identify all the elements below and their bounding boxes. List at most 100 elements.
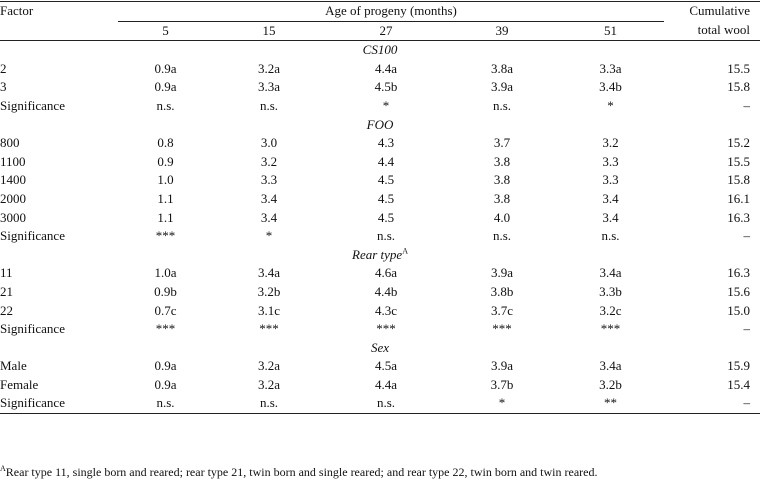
table-row: 800 0.8 3.0 4.3 3.7 3.2 15.2	[0, 134, 760, 153]
age-header-39: 39	[447, 21, 557, 42]
age-group-header: Age of progeny (months)	[118, 2, 664, 22]
table-row: Significance n.s. n.s. * n.s. * –	[0, 97, 760, 116]
row-cumulative: 15.5	[727, 60, 750, 76]
row-factor: 3	[0, 79, 7, 95]
row-cumulative: 15.6	[727, 283, 750, 299]
row-factor: 21	[0, 283, 13, 299]
section-title-text: CS100	[362, 42, 398, 58]
row-factor: 800	[0, 135, 20, 151]
row-factor: 3000	[0, 209, 26, 225]
row-value: n.s.	[601, 228, 620, 244]
row-value: 3.0	[260, 135, 278, 151]
section-title-text: Rear type	[352, 246, 403, 262]
row-value: 3.4a	[599, 358, 622, 374]
age-header-51: 51	[557, 21, 664, 42]
row-value: **	[557, 394, 664, 415]
row-value: ***	[259, 321, 279, 337]
row-value: n.s.	[118, 394, 213, 415]
row-value: 4.5	[377, 209, 395, 225]
section-row: Sex	[0, 339, 760, 358]
row-factor: 1400	[0, 172, 26, 188]
row-factor: 2	[0, 60, 7, 76]
row-value: 4.0	[493, 209, 511, 225]
row-factor: Significance	[0, 97, 65, 113]
row-value: 3.2b	[257, 283, 281, 299]
row-cumulative: 15.9	[727, 358, 750, 374]
section-footnote-marker: A	[402, 246, 408, 256]
table-row: 1100 0.9 3.2 4.4 3.8 3.3 15.5	[0, 153, 760, 172]
row-value: 4.6a	[374, 265, 398, 281]
row-value: ***	[376, 321, 396, 337]
row-value: 4.5a	[374, 358, 398, 374]
row-value: *	[447, 394, 557, 415]
row-cumulative: –	[743, 321, 751, 337]
row-value: n.s.	[325, 394, 447, 415]
row-value: 3.3	[260, 172, 278, 188]
row-value: ***	[155, 321, 176, 337]
footnote-marker: A	[0, 464, 6, 473]
row-cumulative: 15.4	[727, 376, 750, 392]
row-value: 3.4a	[599, 265, 622, 281]
row-value: 3.8b	[490, 283, 514, 299]
row-value: n.s.	[492, 228, 512, 244]
section-title-text: Sex	[370, 339, 390, 355]
row-value: 3.2a	[257, 376, 281, 392]
section-row: CS100	[0, 41, 760, 60]
row-value: 3.8	[493, 190, 511, 206]
row-value: 3.4	[260, 209, 278, 225]
row-value: 4.4a	[374, 60, 398, 76]
row-value: 1.0	[157, 172, 174, 188]
row-value: 3.7c	[490, 302, 514, 318]
row-value: 4.3	[377, 135, 395, 151]
table-row: 11 1.0a 3.4a 4.6a 3.9a 3.4a 16.3	[0, 264, 760, 283]
row-cumulative: 15.0	[727, 302, 750, 318]
row-value: 0.9	[157, 153, 174, 169]
row-value: 3.2a	[257, 358, 281, 374]
row-value: 0.9a	[154, 376, 177, 392]
section-title: CS100	[0, 41, 760, 60]
row-cumulative: 15.5	[727, 153, 750, 169]
row-value: 0.9a	[154, 60, 177, 76]
table-row: 22 0.7c 3.1c 4.3c 3.7c 3.2c 15.0	[0, 302, 760, 321]
section-title: Sex	[0, 339, 760, 358]
row-value: 4.4	[377, 153, 395, 169]
row-value: 3.7	[493, 135, 511, 151]
row-factor: Significance	[0, 228, 65, 244]
row-value: 1.1	[157, 209, 174, 225]
section-title: FOO	[0, 116, 760, 135]
row-value: 0.8	[157, 135, 174, 151]
row-value: 3.3	[602, 172, 619, 188]
row-value: 3.3b	[599, 283, 622, 299]
cumulative-header-line2: total wool	[664, 21, 760, 42]
row-factor: 22	[0, 302, 13, 318]
age-header-27: 27	[325, 21, 447, 42]
section-title: Rear typeA	[0, 246, 760, 265]
table-row: Male 0.9a 3.2a 4.5a 3.9a 3.4a 15.9	[0, 357, 760, 376]
row-value: 3.3	[602, 153, 619, 169]
row-cumulative: 16.3	[727, 265, 750, 281]
row-value: n.s.	[259, 97, 279, 113]
header-row-1: Factor Age of progeny (months) Cumulativ…	[0, 2, 760, 22]
row-value: 3.4a	[257, 265, 281, 281]
row-value: 4.5	[377, 190, 395, 206]
row-value: 3.9a	[490, 358, 514, 374]
row-value: 0.9b	[154, 283, 177, 299]
row-factor: 2000	[0, 190, 26, 206]
row-value: 3.2	[260, 153, 278, 169]
row-value: *	[607, 97, 614, 113]
row-value: 3.4	[602, 209, 619, 225]
row-value: 0.7c	[154, 302, 177, 318]
row-value: n.s.	[213, 394, 325, 415]
table-row: 21 0.9b 3.2b 4.4b 3.8b 3.3b 15.6	[0, 283, 760, 302]
row-value: *	[265, 228, 273, 244]
row-value: n.s.	[492, 97, 512, 113]
row-value: 3.4	[602, 190, 619, 206]
row-cumulative: –	[743, 97, 751, 113]
row-value: 3.7b	[490, 376, 514, 392]
header-row-2: 5 15 27 39 51 total wool	[0, 21, 760, 42]
table-row: Significance *** * n.s. n.s. n.s. –	[0, 227, 760, 246]
wool-table: Factor Age of progeny (months) Cumulativ…	[0, 1, 760, 415]
row-value: 3.2c	[599, 302, 622, 318]
footnote-text: Rear type 11, single born and reared; re…	[5, 465, 598, 479]
row-value: 3.1c	[257, 302, 281, 318]
